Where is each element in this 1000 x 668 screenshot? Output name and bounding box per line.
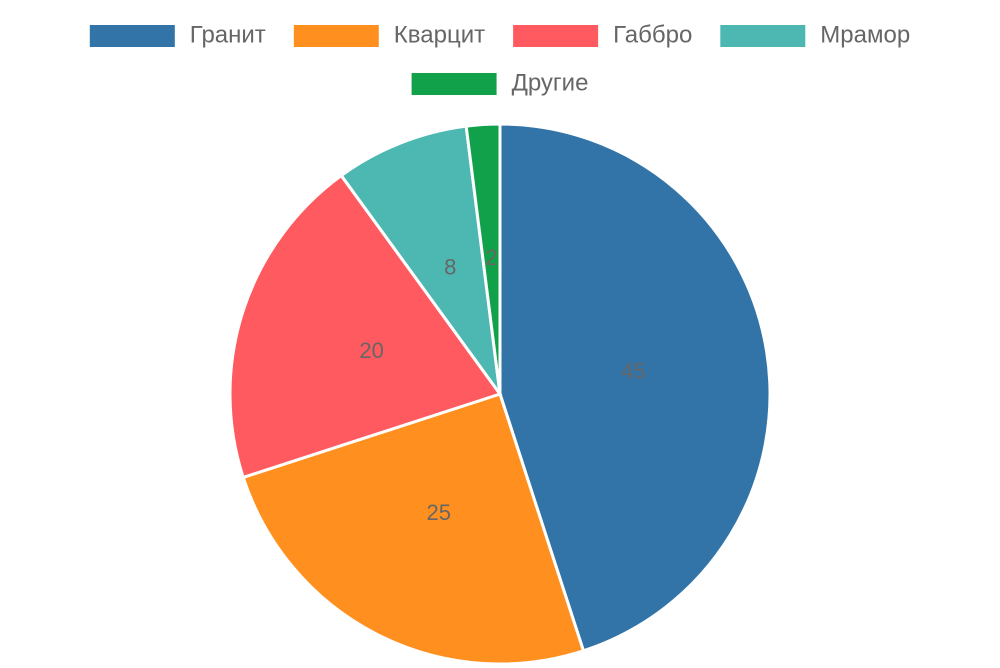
pie-slice xyxy=(228,173,503,480)
pie-slice xyxy=(241,392,586,666)
legend-label: Гранит xyxy=(190,21,266,48)
data-label: 20 xyxy=(359,338,383,363)
legend-item: Другие xyxy=(411,69,589,96)
legend-item: Габбро xyxy=(513,21,692,48)
pie-slice xyxy=(498,122,772,653)
legend-label: Другие xyxy=(512,69,589,96)
pie-slice xyxy=(339,124,502,395)
legend-swatch xyxy=(513,25,599,47)
data-label: 25 xyxy=(426,500,450,525)
legend-label: Мрамор xyxy=(820,21,910,48)
data-label: 2 xyxy=(485,245,497,270)
pie-slice xyxy=(464,122,502,395)
legend-label: Габбро xyxy=(613,21,692,48)
data-label: 45 xyxy=(621,359,645,384)
data-label: 8 xyxy=(444,254,456,279)
legend-item: Гранит xyxy=(89,21,266,48)
legend-swatch xyxy=(411,73,497,95)
legend-swatch xyxy=(720,25,806,47)
legend-item: Мрамор xyxy=(720,21,910,48)
legend-item: Кварцит xyxy=(293,21,485,48)
legend-swatch xyxy=(293,25,379,47)
legend-swatch xyxy=(89,25,175,47)
legend-label: Кварцит xyxy=(394,21,485,48)
